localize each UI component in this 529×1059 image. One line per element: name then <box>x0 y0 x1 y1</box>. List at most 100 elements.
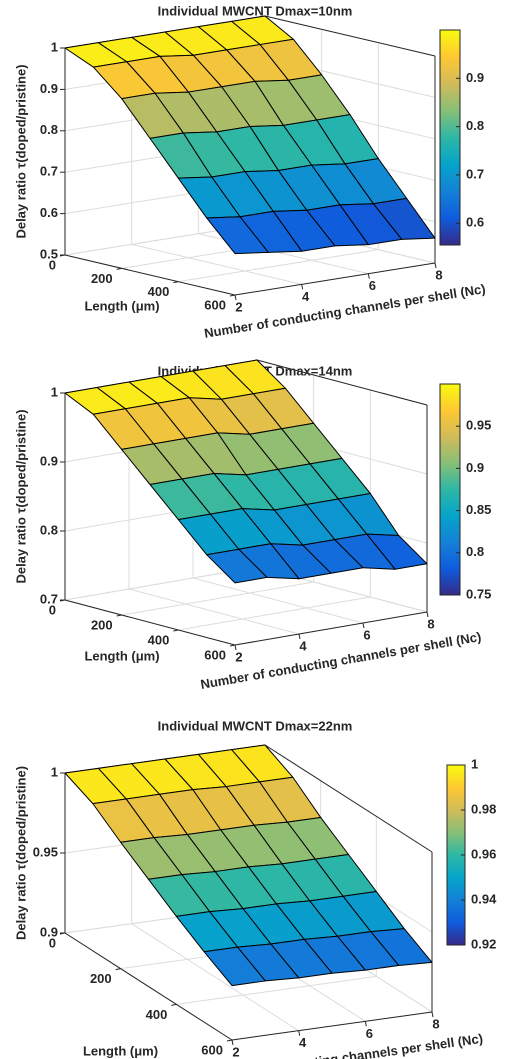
colorbar-tick-label: 1 <box>471 756 478 771</box>
colorbar-tick-label: 0.8 <box>466 544 484 559</box>
z-tick-label: 0.8 <box>40 522 58 537</box>
y-tick-label: 2 <box>235 649 242 664</box>
tick-mark <box>364 1021 367 1027</box>
chart-title: Individual MWCNT Dmax=10nm <box>158 3 353 18</box>
tick-mark <box>116 614 122 617</box>
x-tick-label: 0 <box>49 935 56 950</box>
grid-line <box>131 243 302 285</box>
colorbar-tick-label: 0.6 <box>466 215 484 230</box>
colorbar <box>439 29 461 246</box>
axis-line <box>264 744 433 853</box>
colorbar-tick-label: 0.85 <box>466 502 491 517</box>
z-axis-label: Delay ratio τ(doped/pristine) <box>13 409 28 583</box>
axis-line <box>64 254 236 296</box>
chart-title: Individual MWCNT Dmax=22nm <box>158 718 353 733</box>
colorbar-tick-label: 0.95 <box>466 418 491 433</box>
tick-mark <box>229 294 236 297</box>
y-tick-label: 4 <box>299 1035 307 1050</box>
z-axis-label: Delay ratio τ(doped/pristine) <box>13 64 28 238</box>
grid-line <box>192 577 364 624</box>
y-tick-label: 8 <box>427 616 434 631</box>
x-tick-label: 200 <box>91 271 113 286</box>
x-axis-label: Length (μm) <box>84 648 159 663</box>
x-tick-label: 600 <box>204 647 226 662</box>
z-tick-label: 1 <box>51 39 58 54</box>
axis-line <box>64 599 236 646</box>
z-tick-label: 1 <box>51 764 58 779</box>
y-tick-label: 2 <box>232 1044 239 1059</box>
x-tick-label: 0 <box>49 257 56 272</box>
tick-mark <box>434 262 437 269</box>
tick-mark <box>301 284 304 290</box>
colorbar-tick-label: 0.9 <box>466 70 484 85</box>
y-tick-label: 4 <box>299 638 307 653</box>
y-tick-label: 4 <box>302 289 310 304</box>
axis-line <box>234 611 428 646</box>
tick-mark <box>431 1011 434 1018</box>
grid-line <box>178 249 379 283</box>
colorbar-tick-label: 0.9 <box>466 460 484 475</box>
x-axis-label: Length (μm) <box>84 298 159 313</box>
y-tick-label: 8 <box>432 1016 439 1031</box>
tick-mark <box>116 267 122 270</box>
tick-mark <box>226 1039 233 1042</box>
axis-line <box>231 1011 433 1041</box>
surface-patch <box>206 548 268 584</box>
z-tick-label: 0.9 <box>40 924 58 939</box>
z-axis-label: Delay ratio τ(doped/pristine) <box>13 766 28 940</box>
x-tick-label: 400 <box>148 284 170 299</box>
axis-line <box>64 932 233 1041</box>
axis-line <box>256 359 428 406</box>
x-tick-label: 400 <box>148 632 170 647</box>
colorbar-tick-label: 0.94 <box>471 891 497 906</box>
colorbar-tick-label: 0.7 <box>466 166 484 181</box>
z-tick-label: 0.9 <box>40 453 58 468</box>
surface-patch <box>203 946 266 987</box>
y-tick-label: 8 <box>435 267 442 282</box>
grid-line <box>128 588 300 635</box>
tick-mark <box>229 644 236 647</box>
z-tick-label: 0.5 <box>40 246 58 261</box>
x-tick-label: 200 <box>91 617 113 632</box>
colorbar-tick-label: 0.92 <box>471 936 496 951</box>
grid-line <box>178 596 371 631</box>
x-tick-label: 0 <box>49 602 56 617</box>
colorbar <box>439 383 461 596</box>
y-axis-label: Number of conducting channels per shell … <box>200 1031 484 1059</box>
z-tick-label: 0.6 <box>40 205 58 220</box>
axis-line <box>234 262 436 296</box>
z-tick-label: 1 <box>51 384 58 399</box>
colorbar-tick-label: 0.75 <box>466 586 491 601</box>
x-tick-label: 600 <box>204 297 226 312</box>
tick-mark <box>298 1030 301 1036</box>
x-tick-label: 200 <box>90 971 112 986</box>
tick-mark <box>173 629 179 632</box>
tick-mark <box>173 281 179 284</box>
z-tick-label: 0.8 <box>40 122 58 137</box>
surface-patch <box>206 216 269 255</box>
tick-mark <box>115 968 121 971</box>
grid-line <box>121 581 314 616</box>
y-axis-label: Number of conducting channels per shell … <box>203 281 486 341</box>
tick-mark <box>367 273 370 279</box>
y-tick-label: 2 <box>235 299 242 314</box>
tick-mark <box>234 644 237 651</box>
tick-mark <box>234 294 237 301</box>
x-tick-label: 400 <box>146 1007 168 1022</box>
axis-line <box>264 15 436 57</box>
x-tick-label: 600 <box>201 1042 223 1057</box>
y-tick-label: 6 <box>366 1026 373 1041</box>
surface-chart: Individual MWCNT Dmax=10nm 0 200 400 600 2 4 6 8… <box>13 3 486 340</box>
colorbar-tick-label: 0.98 <box>471 801 496 816</box>
colorbar-tick-label: 0.96 <box>471 846 496 861</box>
tick-mark <box>171 1003 177 1006</box>
y-tick-label: 6 <box>369 278 376 293</box>
x-axis-label: Length (μm) <box>83 1043 158 1058</box>
y-tick-label: 6 <box>363 627 370 642</box>
z-tick-label: 0.7 <box>40 591 58 606</box>
tick-mark <box>231 1039 234 1046</box>
z-tick-label: 0.95 <box>33 844 58 859</box>
z-tick-label: 0.9 <box>40 81 58 96</box>
grid-line <box>176 975 377 1005</box>
